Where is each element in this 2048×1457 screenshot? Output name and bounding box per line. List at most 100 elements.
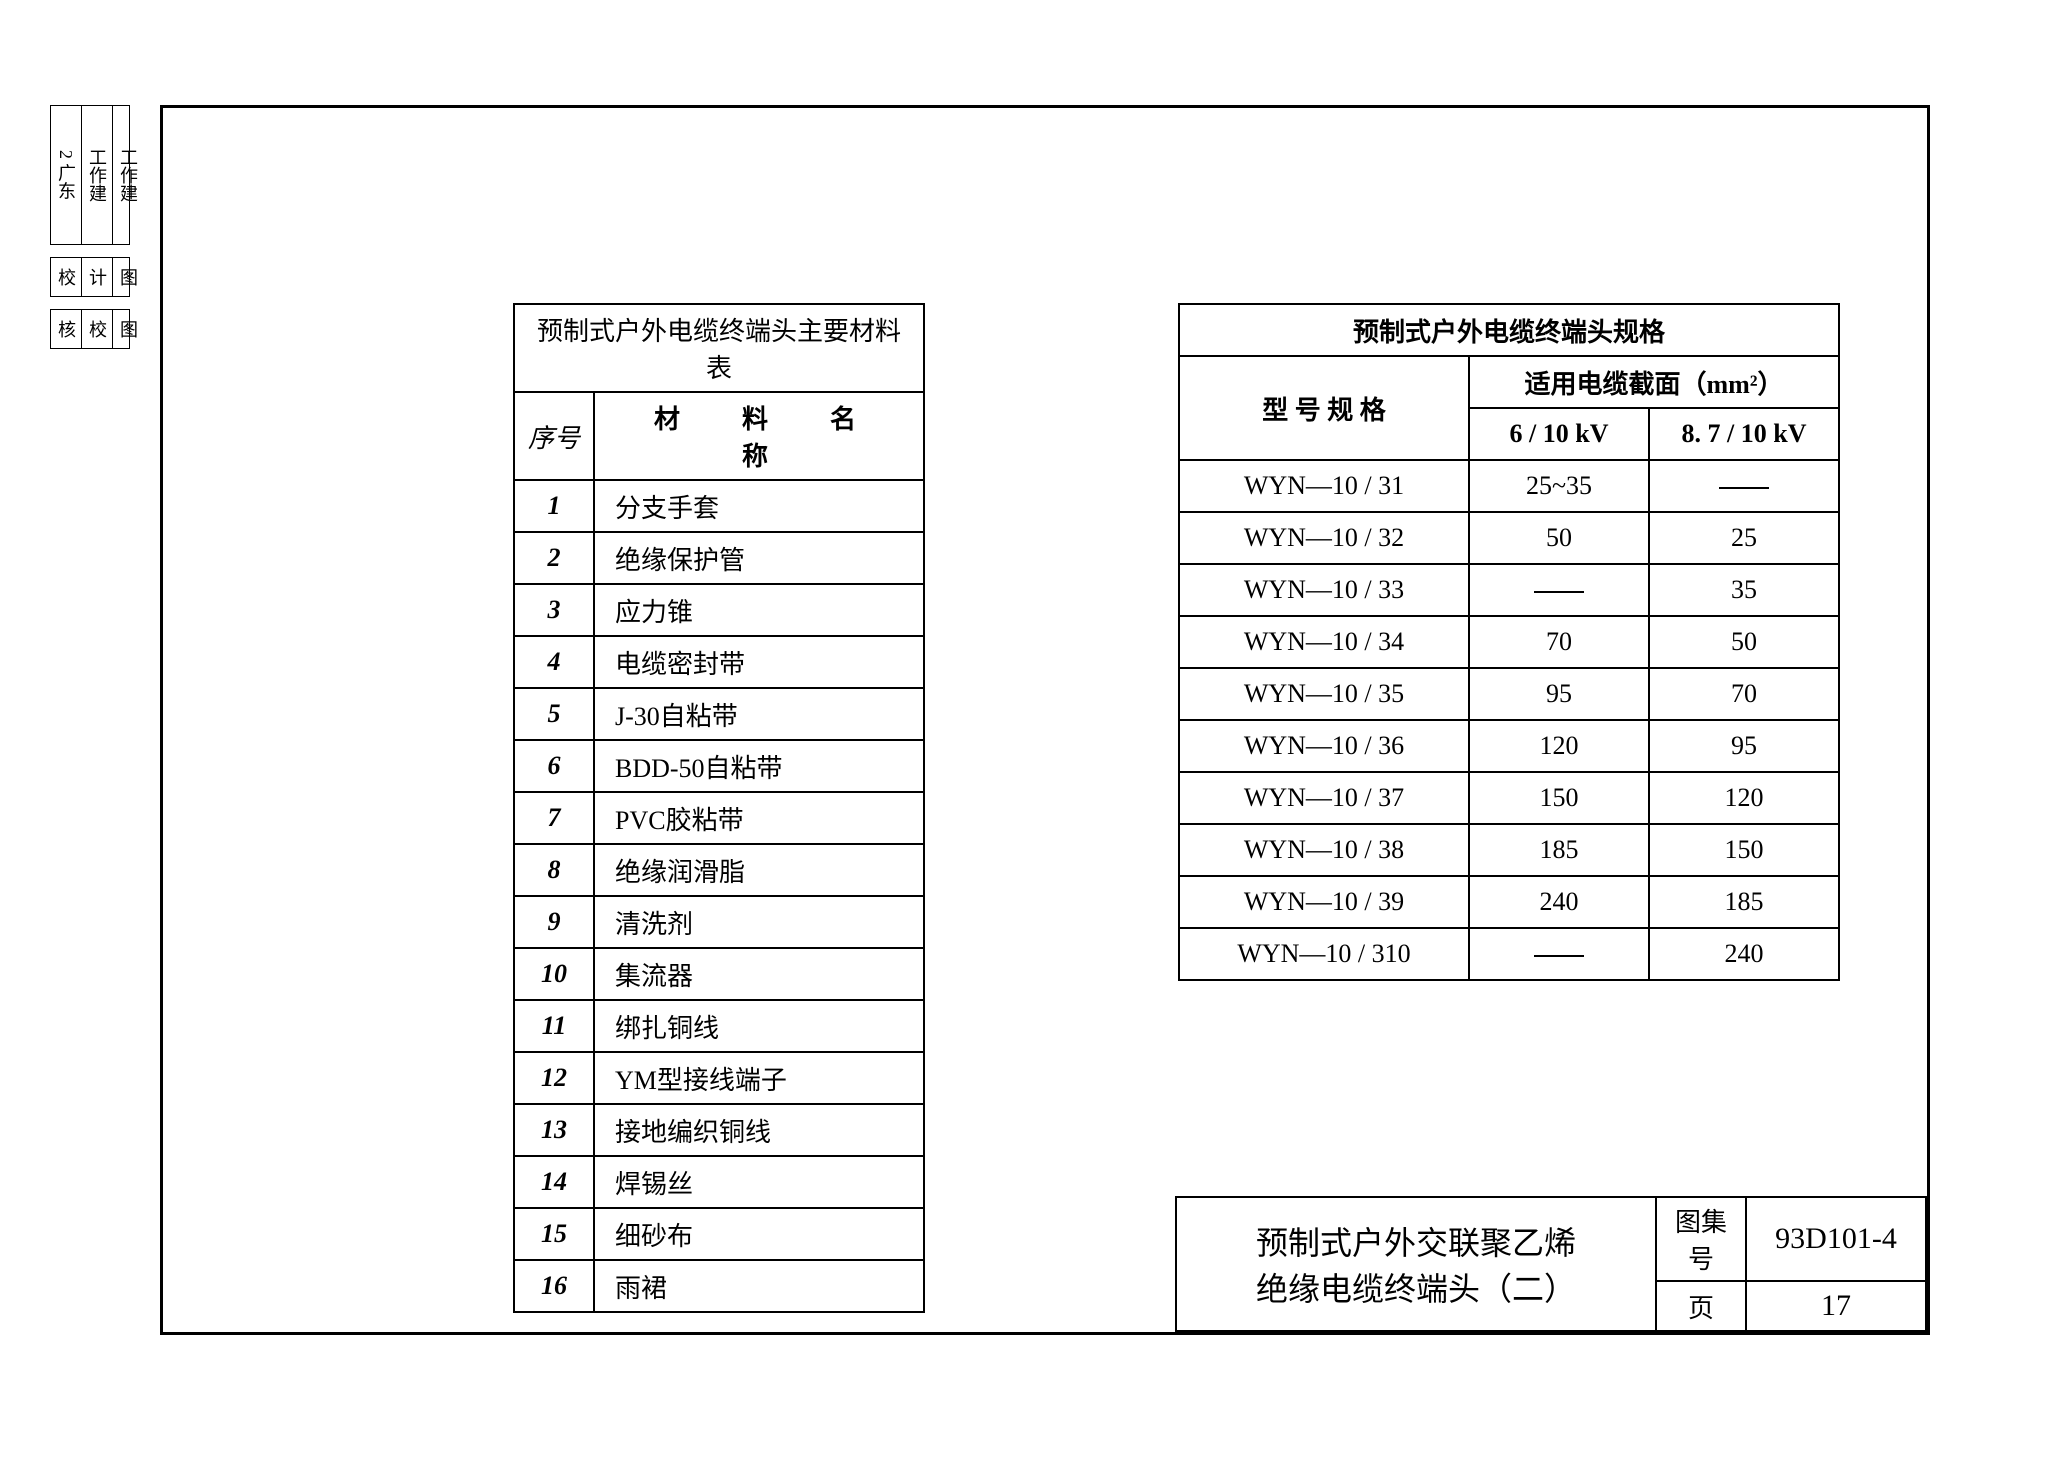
spec-v2: 50 [1649,616,1839,668]
spec-v1: 240 [1469,876,1649,928]
materials-name: 电缆密封带 [594,636,924,688]
materials-num: 6 [514,740,594,792]
table-row: 6BDD-50自粘带 [514,740,924,792]
table-row: 12YM型接线端子 [514,1052,924,1104]
table-row: WYN—10 / 39240185 [1179,876,1839,928]
title-block: 预制式户外交联聚乙烯 绝缘电缆终端头（二） 图集号 93D101-4 页 17 [1175,1196,1927,1332]
spec-v1 [1469,928,1649,980]
materials-name: 分支手套 [594,480,924,532]
materials-name: PVC胶粘带 [594,792,924,844]
spec-model: WYN—10 / 31 [1179,460,1469,512]
materials-name: YM型接线端子 [594,1052,924,1104]
side-cell: 校 [82,310,113,348]
spec-col-model: 型 号 规 格 [1179,356,1469,460]
spec-v1: 150 [1469,772,1649,824]
side-cell: 校 [51,258,82,296]
spec-v2: 240 [1649,928,1839,980]
materials-num: 8 [514,844,594,896]
materials-num: 13 [514,1104,594,1156]
side-cell: 工作建 [113,106,143,244]
materials-num: 4 [514,636,594,688]
materials-name: 应力锥 [594,584,924,636]
spec-v2: 70 [1649,668,1839,720]
title-line2: 绝缘电缆终端头（二） [1256,1271,1576,1307]
materials-num: 7 [514,792,594,844]
materials-name: J-30自粘带 [594,688,924,740]
side-revision-block: 2 广东 工作建 工作建 校 计 图 核 校 图 [50,105,130,455]
titleblock-page-value: 17 [1746,1281,1926,1331]
table-row: WYN—10 / 347050 [1179,616,1839,668]
materials-num: 1 [514,480,594,532]
spec-v1: 70 [1469,616,1649,668]
table-row: WYN—10 / 38185150 [1179,824,1839,876]
table-row: 2绝缘保护管 [514,532,924,584]
table-row: 8绝缘润滑脂 [514,844,924,896]
materials-col-name: 材 料 名 称 [594,392,924,480]
spec-model: WYN—10 / 37 [1179,772,1469,824]
materials-num: 3 [514,584,594,636]
table-row: WYN—10 / 3612095 [1179,720,1839,772]
table-row: WYN—10 / 33 35 [1179,564,1839,616]
table-row: 16雨裙 [514,1260,924,1312]
table-row: WYN—10 / 325025 [1179,512,1839,564]
materials-name: 清洗剂 [594,896,924,948]
spec-v1: 50 [1469,512,1649,564]
drawing-frame: 预制式户外电缆终端头主要材料表 序号 材 料 名 称 1分支手套2绝缘保护管3应… [160,105,1930,1335]
spec-col-v1: 6 / 10 kV [1469,408,1649,460]
materials-name: BDD-50自粘带 [594,740,924,792]
spec-v2 [1649,460,1839,512]
spec-model: WYN—10 / 38 [1179,824,1469,876]
side-cell: 2 广东 [51,106,82,244]
title-line1: 预制式户外交联聚乙烯 [1256,1225,1576,1261]
materials-name: 绝缘保护管 [594,532,924,584]
materials-col-num: 序号 [514,392,594,480]
spec-v2: 150 [1649,824,1839,876]
materials-num: 11 [514,1000,594,1052]
materials-name: 绝缘润滑脂 [594,844,924,896]
table-row: 7PVC胶粘带 [514,792,924,844]
materials-num: 16 [514,1260,594,1312]
table-row: 15细砂布 [514,1208,924,1260]
spec-v2: 25 [1649,512,1839,564]
spec-v1: 120 [1469,720,1649,772]
spec-model: WYN—10 / 310 [1179,928,1469,980]
table-row: 14焊锡丝 [514,1156,924,1208]
spec-v1: 25~35 [1469,460,1649,512]
spec-col-v2: 8. 7 / 10 kV [1649,408,1839,460]
side-cell: 核 [51,310,82,348]
table-row: WYN—10 / 3125~35 [1179,460,1839,512]
materials-title: 预制式户外电缆终端头主要材料表 [514,304,924,392]
table-row: WYN—10 / 37150120 [1179,772,1839,824]
table-row: 1分支手套 [514,480,924,532]
materials-num: 12 [514,1052,594,1104]
spec-title: 预制式户外电缆终端头规格 [1179,304,1839,356]
table-row: 13接地编织铜线 [514,1104,924,1156]
spec-model: WYN—10 / 34 [1179,616,1469,668]
materials-num: 14 [514,1156,594,1208]
spec-v2: 120 [1649,772,1839,824]
titleblock-set-label: 图集号 [1656,1197,1746,1281]
table-row: 9清洗剂 [514,896,924,948]
materials-num: 2 [514,532,594,584]
spec-v2: 35 [1649,564,1839,616]
table-row: WYN—10 / 310 240 [1179,928,1839,980]
materials-num: 5 [514,688,594,740]
materials-num: 10 [514,948,594,1000]
materials-table: 预制式户外电缆终端头主要材料表 序号 材 料 名 称 1分支手套2绝缘保护管3应… [513,303,925,1313]
spec-v1: 95 [1469,668,1649,720]
spec-v1 [1469,564,1649,616]
spec-model: WYN—10 / 39 [1179,876,1469,928]
side-cell: 图 [113,310,143,348]
spec-v1: 185 [1469,824,1649,876]
table-row: 3应力锥 [514,584,924,636]
side-cell: 工作建 [82,106,113,244]
table-row: 10集流器 [514,948,924,1000]
side-cell: 图 [113,258,143,296]
materials-name: 集流器 [594,948,924,1000]
materials-name: 细砂布 [594,1208,924,1260]
spec-model: WYN—10 / 33 [1179,564,1469,616]
table-row: 5J-30自粘带 [514,688,924,740]
table-row: 11绑扎铜线 [514,1000,924,1052]
materials-name: 雨裙 [594,1260,924,1312]
spec-model: WYN—10 / 35 [1179,668,1469,720]
